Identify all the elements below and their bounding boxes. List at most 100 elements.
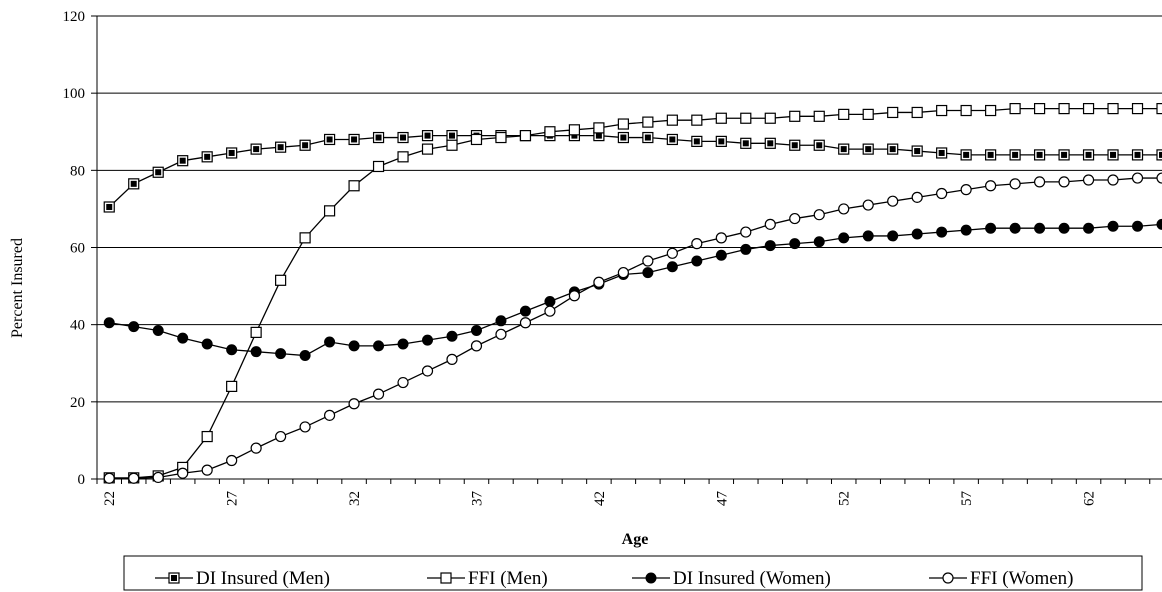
data-point bbox=[1107, 174, 1119, 186]
data-point bbox=[1107, 102, 1119, 115]
data-point bbox=[446, 353, 458, 365]
data-point bbox=[226, 147, 238, 159]
data-point bbox=[1033, 149, 1046, 161]
data-point bbox=[323, 409, 336, 421]
data-point bbox=[764, 137, 776, 149]
data-point bbox=[1156, 218, 1162, 230]
data-point bbox=[299, 421, 311, 433]
x-tick-label: 32 bbox=[347, 491, 363, 506]
data-point bbox=[397, 151, 409, 163]
series-1 bbox=[103, 130, 1162, 213]
data-point bbox=[617, 131, 629, 144]
data-point bbox=[985, 104, 997, 117]
x-tick-label: 22 bbox=[102, 491, 118, 506]
legend-item: DI Insured (Women) bbox=[632, 568, 831, 589]
data-point bbox=[470, 340, 483, 352]
data-point bbox=[1058, 149, 1070, 161]
data-point bbox=[642, 267, 654, 279]
data-point bbox=[911, 106, 923, 119]
data-point bbox=[348, 340, 360, 352]
data-point bbox=[226, 344, 238, 356]
data-point bbox=[936, 187, 948, 200]
data-point bbox=[666, 114, 678, 126]
data-point bbox=[911, 145, 923, 157]
data-point bbox=[911, 228, 923, 240]
data-point bbox=[593, 276, 605, 288]
data-point bbox=[299, 350, 311, 362]
data-point bbox=[1131, 149, 1144, 161]
data-point bbox=[691, 135, 703, 147]
data-point bbox=[740, 243, 752, 255]
data-point bbox=[838, 143, 850, 155]
data-point bbox=[666, 133, 678, 146]
data-point bbox=[470, 133, 483, 146]
data-point bbox=[813, 139, 825, 151]
y-tick-label: 100 bbox=[63, 86, 86, 102]
data-point bbox=[789, 238, 801, 250]
legend-label: FFI (Men) bbox=[468, 568, 548, 589]
data-point bbox=[887, 230, 899, 242]
data-point bbox=[421, 143, 434, 155]
data-point bbox=[201, 338, 213, 350]
y-tick-label: 40 bbox=[70, 318, 85, 334]
data-point bbox=[275, 348, 287, 360]
data-point bbox=[960, 104, 972, 117]
data-point bbox=[128, 472, 140, 484]
data-point bbox=[1082, 102, 1095, 115]
legend-label: DI Insured (Women) bbox=[673, 568, 831, 589]
data-point bbox=[226, 454, 238, 467]
data-point bbox=[813, 209, 825, 221]
data-point bbox=[887, 106, 899, 119]
data-point bbox=[103, 472, 115, 484]
data-point bbox=[250, 346, 262, 358]
data-point bbox=[985, 149, 997, 161]
series-line bbox=[109, 177, 1162, 479]
data-point bbox=[642, 131, 654, 144]
data-point bbox=[838, 232, 850, 244]
data-point bbox=[177, 155, 189, 167]
data-point bbox=[887, 195, 899, 207]
data-point bbox=[617, 118, 629, 130]
data-point bbox=[813, 110, 825, 122]
data-point bbox=[568, 124, 581, 136]
data-point bbox=[1107, 220, 1119, 232]
data-point bbox=[642, 116, 654, 128]
legend-marker bbox=[440, 572, 452, 584]
series-line bbox=[108, 134, 1162, 208]
data-point bbox=[593, 122, 605, 134]
data-point bbox=[1033, 102, 1046, 115]
data-point bbox=[421, 365, 434, 377]
data-point bbox=[936, 147, 948, 159]
data-point bbox=[1132, 220, 1144, 232]
data-point bbox=[1009, 102, 1021, 115]
data-point bbox=[372, 388, 385, 400]
data-point bbox=[838, 108, 850, 120]
series-line bbox=[109, 223, 1162, 357]
data-point bbox=[348, 133, 360, 146]
data-point bbox=[372, 131, 385, 144]
data-point bbox=[1156, 172, 1162, 184]
data-point bbox=[250, 143, 262, 155]
series-3 bbox=[103, 218, 1162, 362]
data-point bbox=[324, 336, 336, 348]
data-point bbox=[152, 166, 164, 178]
y-tick-label: 0 bbox=[78, 472, 86, 488]
data-point bbox=[128, 178, 140, 190]
data-point bbox=[226, 380, 238, 392]
series-line bbox=[109, 107, 1162, 479]
data-point bbox=[936, 104, 948, 117]
data-point bbox=[250, 442, 262, 454]
data-point bbox=[740, 137, 752, 149]
legend-item: DI Insured (Men) bbox=[155, 568, 330, 589]
data-point bbox=[666, 247, 678, 259]
y-tick-label: 20 bbox=[70, 395, 85, 411]
data-point bbox=[446, 330, 458, 342]
data-point bbox=[1058, 176, 1070, 188]
data-point bbox=[397, 376, 409, 389]
data-point bbox=[715, 112, 727, 124]
data-point bbox=[397, 131, 409, 144]
data-point bbox=[1131, 102, 1144, 115]
data-point bbox=[201, 430, 213, 443]
data-point bbox=[519, 305, 531, 317]
data-point bbox=[299, 139, 311, 151]
